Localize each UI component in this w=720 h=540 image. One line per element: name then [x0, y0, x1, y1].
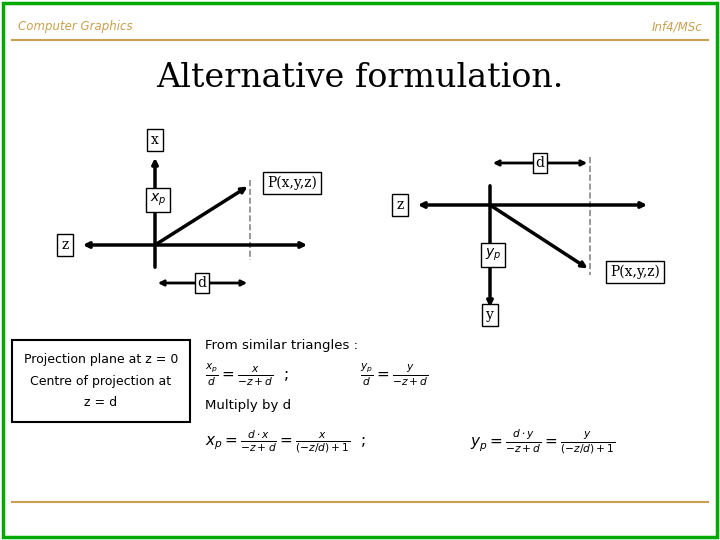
- Text: From similar triangles :: From similar triangles :: [205, 339, 358, 352]
- Text: z: z: [397, 198, 404, 212]
- Text: Computer Graphics: Computer Graphics: [18, 20, 132, 33]
- Text: Projection plane at z = 0: Projection plane at z = 0: [24, 354, 178, 367]
- Text: z: z: [61, 238, 68, 252]
- Text: $\frac{x_p}{d}=\frac{x}{-z+d}$  ;: $\frac{x_p}{d}=\frac{x}{-z+d}$ ;: [205, 362, 289, 388]
- Text: d: d: [197, 276, 207, 290]
- Text: y: y: [486, 308, 494, 322]
- Text: Inf4/MSc: Inf4/MSc: [652, 20, 702, 33]
- Text: z = d: z = d: [84, 396, 117, 409]
- Text: Alternative formulation.: Alternative formulation.: [156, 62, 564, 94]
- Text: $x_p$: $x_p$: [150, 192, 166, 208]
- Text: P(x,y,z): P(x,y,z): [610, 265, 660, 279]
- Text: $\frac{y_p}{d}=\frac{y}{-z+d}$: $\frac{y_p}{d}=\frac{y}{-z+d}$: [360, 362, 428, 388]
- Text: $x_p=\frac{d\cdot x}{-z+d}=\frac{x}{(-z/d)+1}$  ;: $x_p=\frac{d\cdot x}{-z+d}=\frac{x}{(-z/…: [205, 429, 366, 455]
- Text: Multiply by d: Multiply by d: [205, 400, 291, 413]
- Text: $y_p=\frac{d\cdot y}{-z+d}=\frac{y}{(-z/d)+1}$: $y_p=\frac{d\cdot y}{-z+d}=\frac{y}{(-z/…: [470, 428, 616, 456]
- FancyBboxPatch shape: [12, 340, 190, 422]
- Text: P(x,y,z): P(x,y,z): [267, 176, 317, 190]
- Text: d: d: [536, 156, 544, 170]
- Text: $y_p$: $y_p$: [485, 247, 501, 263]
- Text: x: x: [151, 133, 159, 147]
- Text: Centre of projection at: Centre of projection at: [30, 375, 171, 388]
